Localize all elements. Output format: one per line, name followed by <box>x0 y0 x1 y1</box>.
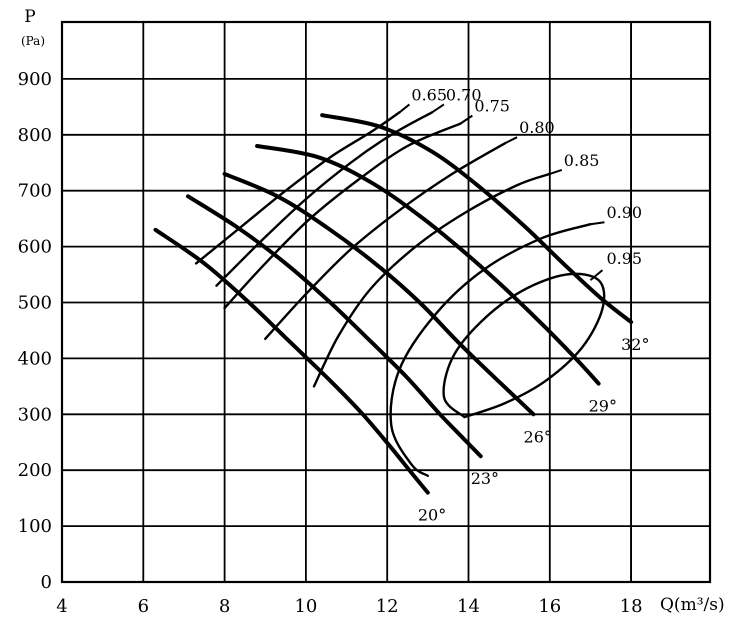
blade-angle-curve-20° <box>153 227 430 495</box>
grid <box>60 20 712 584</box>
efficiency-label: 0.90 <box>606 203 642 222</box>
x-tick-label: 10 <box>294 596 317 617</box>
blade-angle-label: 29° <box>589 397 617 416</box>
x-tick-label: 6 <box>138 596 149 617</box>
y-tick-label: 700 <box>18 181 52 202</box>
y-tick-label: 100 <box>18 516 52 537</box>
label-leader <box>590 221 605 226</box>
label-leader <box>589 269 604 281</box>
y-tick-label: 500 <box>18 293 52 314</box>
label-leader <box>459 114 473 125</box>
efficiency-label: 0.75 <box>474 97 510 116</box>
efficiency-label: 0.85 <box>564 151 600 170</box>
y-tick-label: 200 <box>18 460 52 481</box>
efficiency-curve-0.65 <box>194 111 401 265</box>
y-axis-unit: (Pa) <box>21 34 45 48</box>
blade-angle-label: 26° <box>524 427 552 446</box>
efficiency-curve-0.95 <box>442 272 606 419</box>
curves <box>153 111 634 495</box>
blade-angle-label: 23° <box>471 469 499 488</box>
axis-ticks: 4 6 8 10 12 14 16 18 0 100 200 300 400 500 600 700 800 90… <box>18 69 643 617</box>
label-leader <box>549 168 563 175</box>
x-tick-label: 8 <box>219 596 230 617</box>
y-tick-label: 600 <box>18 237 52 258</box>
efficiency-label: 0.65 <box>411 85 447 104</box>
x-tick-label: 12 <box>376 596 399 617</box>
label-leader <box>504 136 518 145</box>
blade-angle-curve-32° <box>320 113 634 325</box>
label-leader <box>431 103 445 114</box>
blade-angle-label: 32° <box>621 335 649 354</box>
efficiency-label: 0.95 <box>606 249 642 268</box>
x-tick-label: 18 <box>620 596 643 617</box>
efficiency-label: 0.80 <box>519 118 555 137</box>
efficiency-curve-0.75 <box>223 122 462 310</box>
x-tick-label: 4 <box>56 596 67 617</box>
efficiency-label: 0.70 <box>446 85 482 104</box>
y-tick-label: 0 <box>41 572 52 593</box>
y-tick-label: 400 <box>18 348 52 369</box>
blade-angle-label: 20° <box>418 506 446 525</box>
x-axis-title: Q(m³/s) <box>660 595 725 615</box>
x-tick-label: 16 <box>538 596 561 617</box>
efficiency-curve-0.80 <box>264 142 507 340</box>
y-tick-label: 900 <box>18 69 52 90</box>
x-tick-label: 14 <box>457 596 480 617</box>
curve-labels: 0.650.700.75 0.80 0.85 0.90 0.95 20° 23° 26° 29°… <box>398 85 649 525</box>
y-tick-label: 800 <box>18 125 52 146</box>
blade-angle-curve-29° <box>255 144 601 386</box>
y-axis-title: P <box>24 7 35 27</box>
efficiency-curve-0.85 <box>312 172 551 388</box>
blade-angle-curve-23° <box>186 194 483 459</box>
label-leader <box>398 103 411 114</box>
y-tick-label: 300 <box>18 404 52 425</box>
blade-angle-curve-26° <box>222 171 536 417</box>
efficiency-curve-0.90 <box>389 223 592 477</box>
